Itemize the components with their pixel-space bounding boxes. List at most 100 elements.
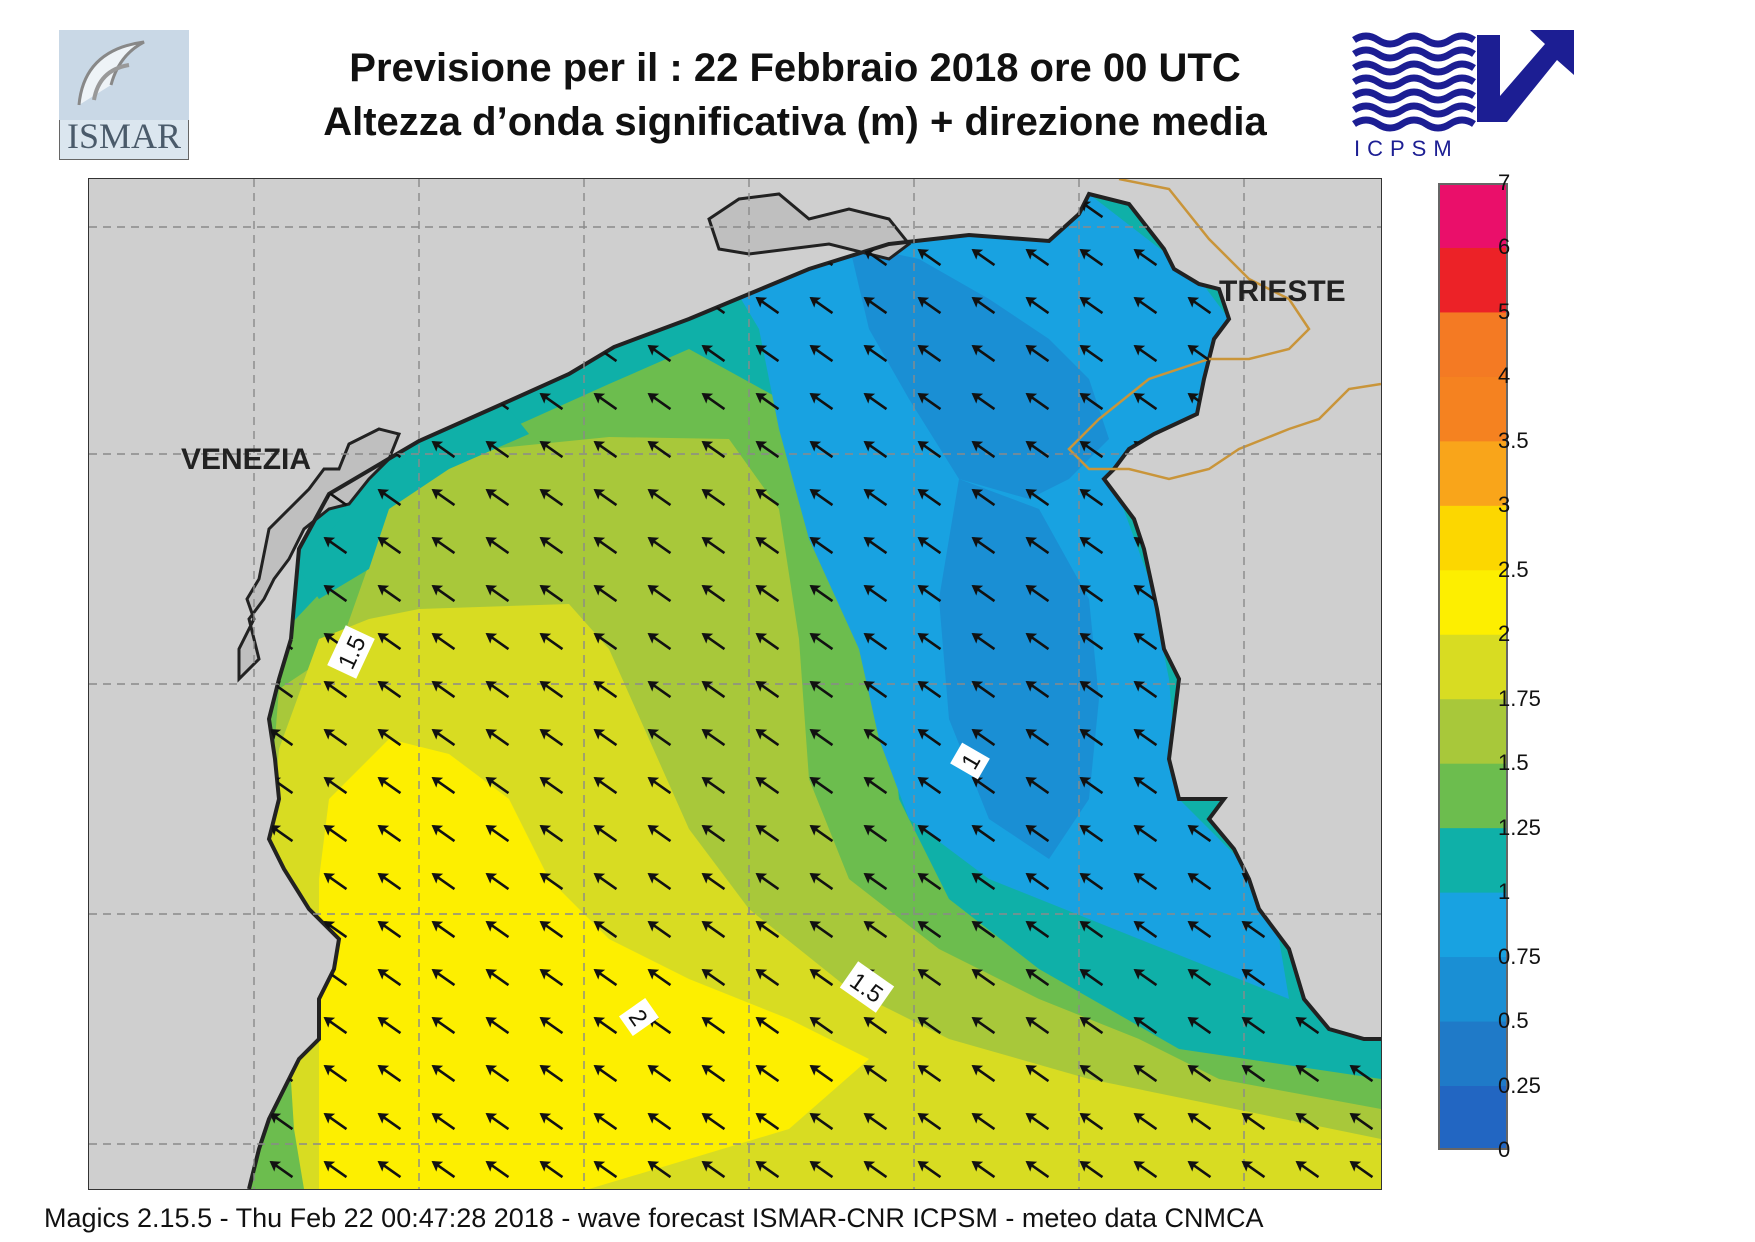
direction-arrow [809,392,834,411]
direction-arrow [917,632,942,651]
direction-arrow [809,824,834,843]
legend-color-band [1438,827,1508,893]
direction-arrow [158,1156,188,1182]
direction-arrow [809,776,834,795]
direction-arrow [1079,536,1104,555]
direction-arrow [1349,920,1374,939]
direction-arrow [647,920,672,939]
direction-arrow [1241,584,1266,603]
direction-arrow [917,440,942,459]
direction-arrow [104,388,134,414]
direction-arrow [1349,1160,1374,1179]
direction-arrow [485,920,510,939]
direction-arrow [647,536,672,555]
direction-arrow [755,776,780,795]
direction-arrow [212,1108,242,1134]
direction-arrow [269,968,294,987]
direction-arrow [593,584,618,603]
direction-arrow [212,580,242,606]
direction-arrow [593,1064,618,1083]
direction-arrow [1187,440,1212,459]
direction-arrow [971,440,996,459]
direction-arrow [158,388,188,414]
graticule [89,179,1381,1189]
direction-arrow [1295,872,1320,891]
legend-color-band [1438,698,1508,764]
direction-arrow [1187,488,1212,507]
direction-arrow [323,584,348,603]
direction-arrow [158,1012,188,1038]
direction-arrow [212,772,242,798]
legend-tick-label: 1 [1498,879,1511,905]
direction-arrow [212,676,242,702]
direction-arrow [1079,1160,1104,1179]
direction-arrow [1079,776,1104,795]
direction-arrow [1079,1016,1104,1035]
legend-tick-label: 0 [1498,1137,1511,1162]
direction-arrow [1295,776,1320,795]
direction-arrow [1241,632,1266,651]
direction-arrow [269,1112,294,1131]
direction-arrow [323,872,348,891]
direction-arrow [701,536,726,555]
direction-arrow [647,728,672,747]
direction-arrow [647,1064,672,1083]
direction-arrow [1187,1112,1212,1131]
legend-tick-label: 0.25 [1498,1072,1541,1098]
direction-arrow [485,776,510,795]
direction-arrow [1025,776,1050,795]
direction-arrow [647,392,672,411]
direction-arrow [863,824,888,843]
direction-arrow [755,488,780,507]
direction-arrow [971,344,996,363]
direction-arrow [809,584,834,603]
direction-arrow [377,536,402,555]
direction-arrow [377,680,402,699]
direction-arrow [104,580,134,606]
direction-arrow [1025,872,1050,891]
direction-arrow [431,1064,456,1083]
direction-arrow [1241,776,1266,795]
direction-arrow [1079,344,1104,363]
direction-arrow [1187,296,1212,315]
direction-arrow [104,292,134,318]
direction-arrow [971,680,996,699]
legend-tick-label: 6 [1498,234,1511,260]
direction-arrow [539,920,564,939]
direction-arrow [539,200,564,219]
direction-arrow [755,824,780,843]
direction-arrow [1133,392,1158,411]
direction-arrow [269,1160,294,1179]
direction-arrow [212,1156,242,1182]
direction-arrow [701,920,726,939]
direction-arrow [377,200,402,219]
direction-arrow [158,340,188,366]
legend-color-band [1438,183,1508,248]
direction-arrow [377,584,402,603]
direction-arrow [212,484,242,510]
direction-arrow [539,440,564,459]
direction-arrow [701,680,726,699]
direction-arrow [212,292,242,318]
direction-arrow [1295,1112,1320,1131]
direction-arrow [104,964,134,990]
direction-arrow [431,1112,456,1131]
direction-arrow [1079,584,1104,603]
direction-arrow [1349,392,1374,411]
direction-arrow [755,1112,780,1131]
direction-arrow [104,532,134,558]
direction-arrow [269,824,294,843]
direction-arrow [485,200,510,219]
direction-arrow [1187,728,1212,747]
direction-arrow [431,488,456,507]
direction-arrow [863,248,888,267]
direction-arrow [647,776,672,795]
direction-arrow [1241,536,1266,555]
direction-arrow [104,340,134,366]
direction-arrow [755,968,780,987]
direction-arrow [377,1064,402,1083]
direction-arrow [593,824,618,843]
direction-arrow [809,1064,834,1083]
direction-arrow [212,964,242,990]
direction-arrow [1133,680,1158,699]
